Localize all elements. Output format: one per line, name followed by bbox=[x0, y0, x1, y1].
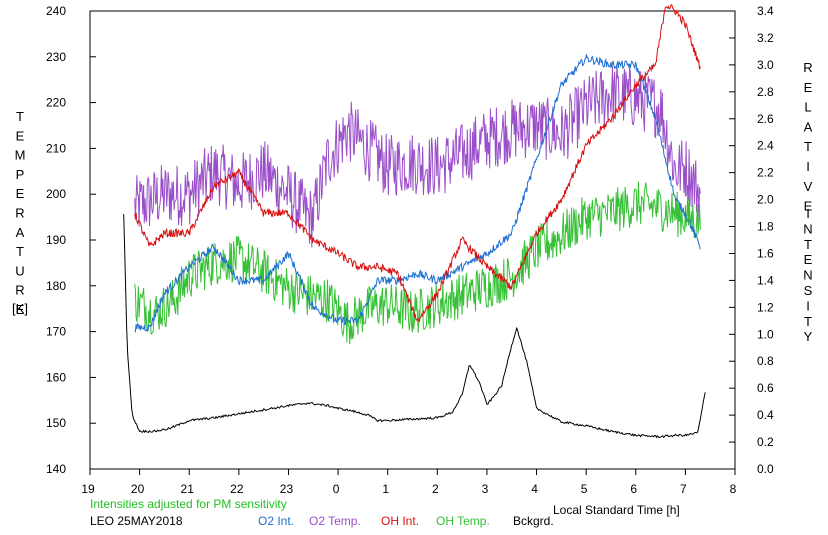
left-tick-label: 160 bbox=[46, 370, 66, 384]
right-label-letter: I bbox=[806, 298, 810, 313]
right-label-letter: S bbox=[804, 283, 813, 298]
right-label-letter: T bbox=[804, 139, 812, 154]
right-label-letter: T bbox=[804, 314, 812, 329]
right-axis-ticks: 0.0 0.2 0.4 0.6 0.8 1.0 1.2 1.4 1.6 1.8 2.0 2.2 2.4 2… bbox=[729, 4, 774, 476]
right-label-letter: A bbox=[804, 119, 813, 134]
right-label-letter: I bbox=[806, 206, 810, 221]
right-tick-label: 1.6 bbox=[757, 246, 774, 260]
right-label-letter: T bbox=[804, 237, 812, 252]
series-layer bbox=[123, 3, 706, 439]
right-tick-label: 3.4 bbox=[757, 4, 774, 18]
right-tick-label: 2.4 bbox=[757, 139, 774, 153]
right-tick-label: 2.6 bbox=[757, 112, 774, 126]
left-label-letter: A bbox=[16, 225, 25, 240]
right-tick-label: 1.4 bbox=[757, 273, 774, 287]
x-tick-label: 23 bbox=[280, 482, 294, 496]
x-tick-label: 19 bbox=[81, 482, 95, 496]
right-label-letter: E bbox=[804, 80, 813, 95]
series-line-oh-temp bbox=[134, 181, 701, 345]
left-label-letter: U bbox=[15, 263, 24, 278]
right-label-letter: Y bbox=[804, 329, 813, 344]
left-tick-label: 230 bbox=[46, 50, 66, 64]
legend-bckgrd: Bckgrd. bbox=[513, 514, 554, 528]
right-tick-label: 0.0 bbox=[757, 462, 774, 476]
legend-o2-int: O2 Int. bbox=[258, 514, 295, 528]
right-tick-label: 1.2 bbox=[757, 300, 774, 314]
left-tick-label: 140 bbox=[46, 462, 66, 476]
right-tick-label: 2.8 bbox=[757, 85, 774, 99]
left-label-letter: R bbox=[15, 283, 24, 298]
left-tick-label: 240 bbox=[46, 4, 66, 18]
left-tick-label: 170 bbox=[46, 325, 66, 339]
x-tick-label: 5 bbox=[581, 482, 588, 496]
right-tick-label: 3.0 bbox=[757, 58, 774, 72]
left-label-letter: M bbox=[15, 148, 26, 163]
right-label-letter: I bbox=[806, 159, 810, 174]
left-label-letter: E bbox=[16, 128, 25, 143]
note-text: Intensities adjusted for PM sensitivity bbox=[90, 497, 287, 511]
right-tick-label: 2.0 bbox=[757, 193, 774, 207]
x-tick-label: 0 bbox=[333, 482, 340, 496]
right-label-letter: N bbox=[803, 221, 812, 236]
left-tick-label: 180 bbox=[46, 279, 66, 293]
plot-frame bbox=[89, 10, 736, 470]
right-tick-label: 2.2 bbox=[757, 166, 774, 180]
x-tick-label: 21 bbox=[181, 482, 195, 496]
right-tick-label: 3.2 bbox=[757, 31, 774, 45]
series-line-o2-temp bbox=[134, 66, 701, 248]
x-tick-label: 22 bbox=[230, 482, 244, 496]
series-line-o2-int bbox=[134, 54, 701, 333]
right-label-letter: R bbox=[803, 60, 812, 75]
left-label-letter: P bbox=[16, 167, 25, 182]
left-tick-label: 190 bbox=[46, 233, 66, 247]
series-line-bckgrd bbox=[123, 214, 706, 439]
right-tick-label: 0.8 bbox=[757, 354, 774, 368]
right-tick-label: 0.4 bbox=[757, 408, 774, 422]
left-tick-label: 200 bbox=[46, 187, 66, 201]
left-axis-unit: [K] bbox=[12, 301, 28, 316]
x-tick-label: 6 bbox=[630, 482, 637, 496]
x-tick-label: 8 bbox=[730, 482, 737, 496]
left-tick-label: 210 bbox=[46, 141, 66, 155]
station-label: LEO 25MAY2018 bbox=[90, 514, 183, 528]
legend-o2-temp: O2 Temp. bbox=[309, 514, 361, 528]
legend-oh-int: OH Int. bbox=[381, 514, 420, 528]
left-label-letter: E bbox=[16, 302, 25, 317]
left-tick-label: 220 bbox=[46, 96, 66, 110]
x-tick-label: 1 bbox=[382, 482, 389, 496]
right-tick-label: 1.0 bbox=[757, 327, 774, 341]
x-tick-label: 20 bbox=[131, 482, 145, 496]
right-label-letter: E bbox=[804, 252, 813, 267]
x-tick-label: 4 bbox=[531, 482, 538, 496]
left-label-letter: R bbox=[15, 206, 24, 221]
x-axis-label: Local Standard Time [h] bbox=[553, 503, 680, 517]
right-tick-label: 0.2 bbox=[757, 435, 774, 449]
left-tick-label: 150 bbox=[46, 416, 66, 430]
legend-oh-temp: OH Temp. bbox=[436, 514, 490, 528]
x-tick-label: 2 bbox=[432, 482, 439, 496]
left-label-letter: T bbox=[16, 109, 24, 124]
right-label-letter: E bbox=[804, 199, 813, 214]
right-label-letter: V bbox=[804, 179, 813, 194]
x-tick-label: 3 bbox=[482, 482, 489, 496]
right-label-letter: L bbox=[804, 100, 811, 115]
right-tick-label: 1.8 bbox=[757, 220, 774, 234]
left-axis-ticks: 140 150 160 170 180 190 200 210 220 230 240 bbox=[46, 4, 96, 476]
right-label-letter: N bbox=[803, 268, 812, 283]
right-tick-label: 0.6 bbox=[757, 381, 774, 395]
left-label-letter: E bbox=[16, 186, 25, 201]
series-line-oh-int bbox=[134, 3, 701, 324]
left-label-letter: T bbox=[16, 244, 24, 259]
x-tick-label: 7 bbox=[680, 482, 687, 496]
